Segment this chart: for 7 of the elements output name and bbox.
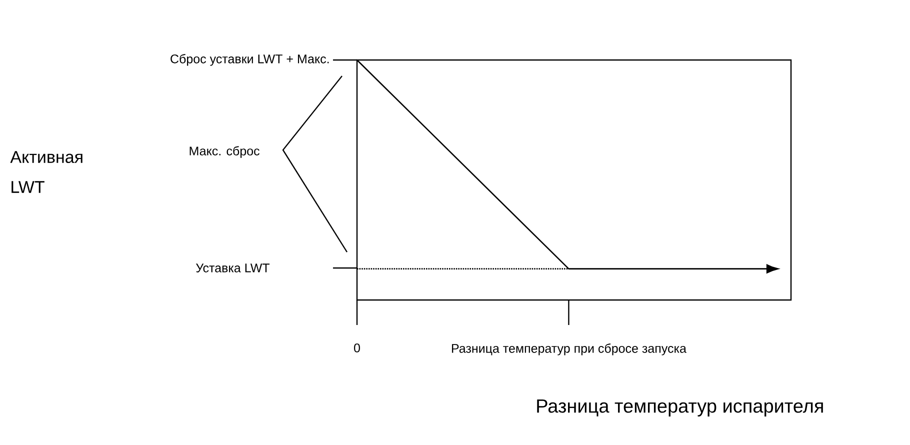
- text: Сброс уставки LWT + Макс.: [170, 54, 329, 66]
- x-tick-label: Разница температур при сбросе запуска: [452, 344, 686, 356]
- text: Активная LWT: [10, 151, 82, 193]
- x-axis-title: Разница температур испарителя: [537, 400, 823, 417]
- text: Макс. сброс: [190, 146, 260, 158]
- x-tick-label: 0: [354, 344, 360, 352]
- text: Уставка LWT: [196, 264, 270, 272]
